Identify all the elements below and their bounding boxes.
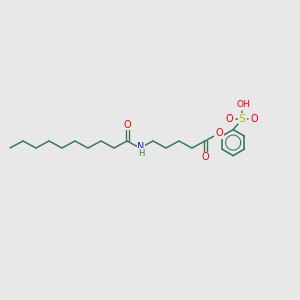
Text: H: H xyxy=(138,149,144,158)
Text: OH: OH xyxy=(236,100,250,109)
Text: O: O xyxy=(123,119,131,130)
Text: O: O xyxy=(251,114,259,124)
Text: O: O xyxy=(226,114,233,124)
Text: S: S xyxy=(238,114,246,124)
Text: O: O xyxy=(215,128,223,138)
Text: O: O xyxy=(201,152,209,163)
Text: N: N xyxy=(137,142,145,152)
